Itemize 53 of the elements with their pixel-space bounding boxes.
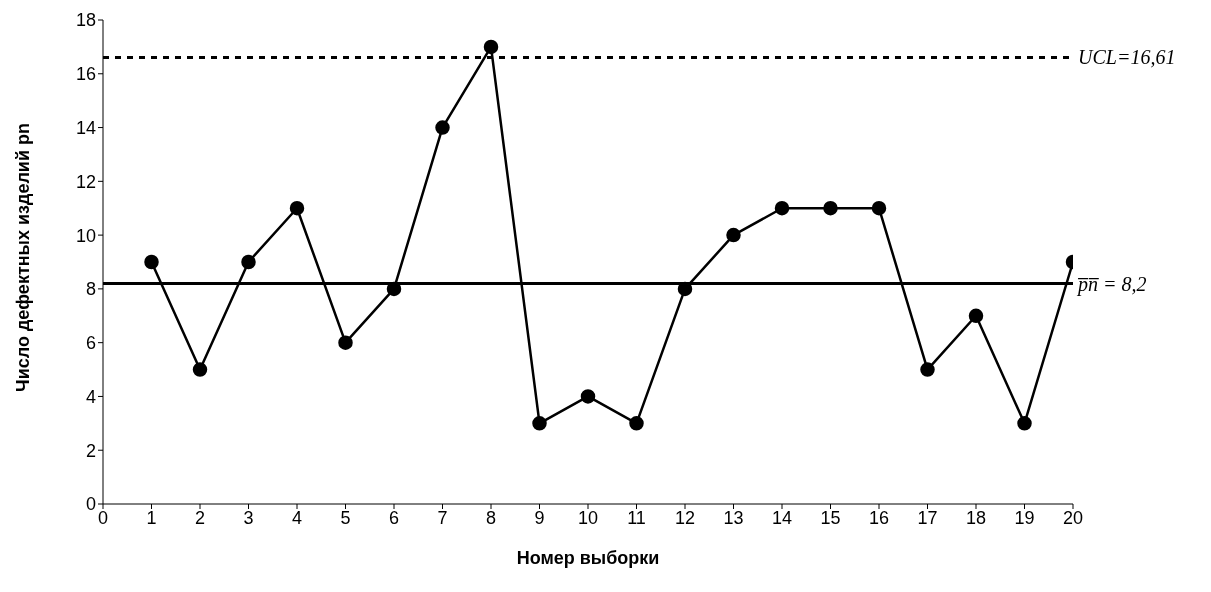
y-tick-label: 2 <box>85 440 96 461</box>
y-tick-label: 12 <box>75 171 96 192</box>
x-tick-label: 15 <box>820 507 841 528</box>
point <box>774 200 790 216</box>
point <box>435 120 450 135</box>
y-tick-label: 18 <box>75 10 96 31</box>
x-tick-label: 11 <box>627 507 646 528</box>
x-tick-label: 20 <box>1062 507 1084 528</box>
x-tick-label: 17 <box>917 507 938 528</box>
point <box>920 362 935 377</box>
x-tick-label: 8 <box>485 507 497 528</box>
point <box>677 281 693 297</box>
x-tick-label: 14 <box>771 507 793 528</box>
point <box>1017 416 1032 431</box>
y-axis-title: Число дефектных изделий pn <box>13 123 34 392</box>
y-tick-label: 10 <box>75 225 96 246</box>
point <box>483 39 499 55</box>
point <box>192 362 208 377</box>
point <box>823 200 838 216</box>
x-tick-label: 2 <box>194 507 206 528</box>
point <box>338 335 353 350</box>
y-tick-label: 8 <box>85 279 96 300</box>
ref-line-label: UCL=16,61 <box>1078 46 1176 69</box>
point <box>871 200 887 216</box>
point <box>532 416 547 431</box>
y-tick-label: 14 <box>75 117 96 138</box>
y-tick-label: 0 <box>85 494 96 515</box>
x-tick-label: 13 <box>723 507 744 528</box>
x-tick-label: 19 <box>1014 507 1035 528</box>
x-tick-label: 18 <box>965 507 987 528</box>
y-tick-label: 4 <box>85 386 96 407</box>
point <box>580 389 596 404</box>
x-tick-label: 6 <box>388 507 400 528</box>
point <box>144 254 159 270</box>
point <box>289 200 305 216</box>
ref-line-label: p̅n̅ = 8,2 <box>1076 272 1147 296</box>
point <box>726 227 741 243</box>
x-tick-label: 16 <box>868 507 890 528</box>
x-axis-title: Номер выборки <box>516 548 660 568</box>
x-tick-label: 10 <box>577 507 599 528</box>
x-tick-label: 12 <box>674 507 696 528</box>
x-tick-label: 3 <box>243 507 254 528</box>
x-tick-label: 9 <box>534 507 545 528</box>
y-tick-label: 16 <box>75 64 96 85</box>
point <box>386 281 402 297</box>
x-tick-label: 7 <box>437 507 448 528</box>
x-tick-label: 5 <box>340 507 351 528</box>
x-tick-label: 4 <box>291 507 303 528</box>
y-tick-label: 6 <box>85 333 96 354</box>
point <box>629 416 644 431</box>
point <box>241 254 256 270</box>
point <box>968 308 984 324</box>
x-tick-label: 1 <box>146 507 157 528</box>
